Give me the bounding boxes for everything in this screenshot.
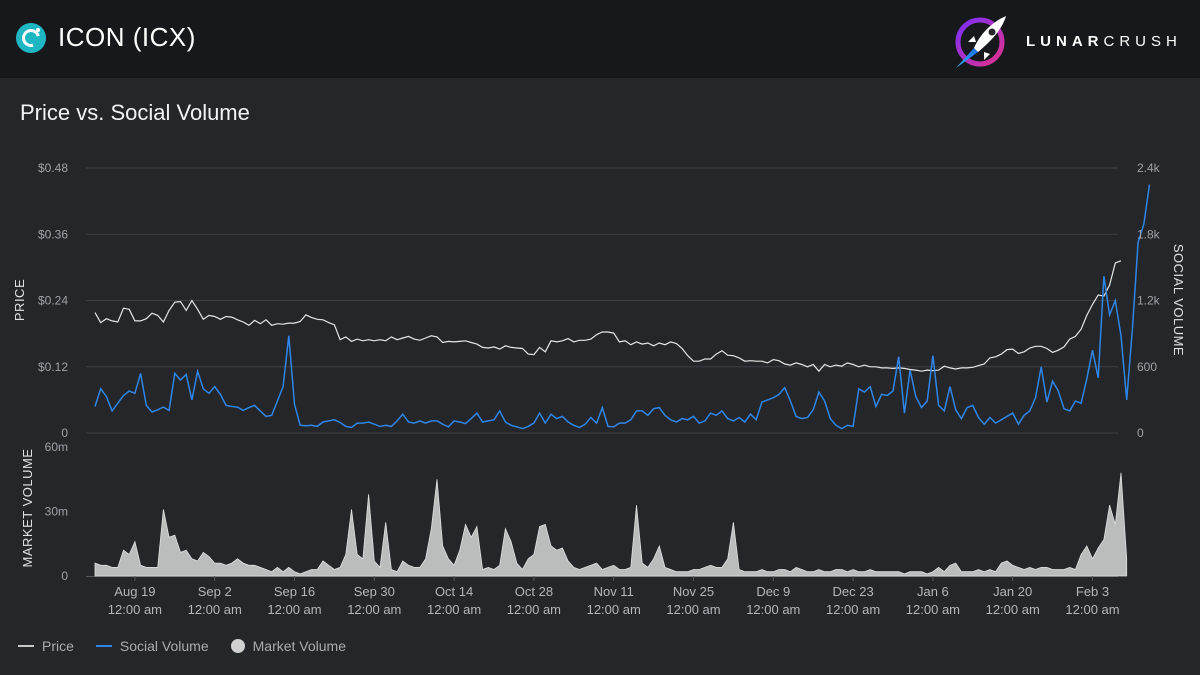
social-axis-title: SOCIAL VOLUME [1171,244,1186,356]
x-tick-label: 12:00 am [587,602,641,617]
social-layer [94,184,1151,430]
x-tick-label: 12:00 am [1065,602,1119,617]
price-axis-ticks: 0 $0.12 $0.24 $0.36 $0.48 [38,161,68,440]
price-axis-title: PRICE [12,279,27,321]
x-tick-label: Jan 20 [993,584,1032,599]
brand-bold: LUNAR [1026,32,1104,50]
coin-header: ICON (ICX) [16,22,196,53]
x-tick-label: Dec 23 [832,584,873,599]
x-tick-label: Sep 2 [198,584,232,599]
market-axis-title: MARKET VOLUME [20,449,35,568]
x-tick-label: Nov 11 [594,584,634,599]
legend-swatch-price [18,645,34,647]
x-tick-label: Oct 14 [435,584,473,599]
x-tick-label: 12:00 am [427,602,481,617]
coin-title: ICON (ICX) [58,22,196,52]
x-tick-label: 12:00 am [906,602,960,617]
legend: Price Social Volume Market Volume [18,638,368,654]
social-axis-ticks: 0 600 1.2k 1.8k 2.4k [1137,161,1161,440]
price-tick-label: $0.24 [38,294,68,308]
x-tick-label: Aug 19 [114,584,155,599]
x-tick-label: Sep 30 [354,584,395,599]
legend-label-social: Social Volume [119,638,209,654]
chart-title: Price vs. Social Volume [20,100,250,125]
x-tick-label: Dec 9 [756,584,790,599]
social-volume-line [94,184,1151,430]
x-axis-ticks: Aug 19 12:00 am Sep 2 12:00 am Sep 16 12:00 a… [108,576,1120,617]
x-tick-label: 12:00 am [267,602,321,617]
rocket-icon [955,16,1006,68]
x-tick-label: Oct 28 [515,584,553,599]
legend-item-price[interactable]: Price [18,638,74,654]
social-tick-label: 1.8k [1137,227,1161,241]
market-axis-ticks: 0 30m 60m [45,440,69,583]
social-tick-label: 600 [1137,360,1157,374]
x-tick-label: 12:00 am [108,602,162,617]
x-tick-label: Feb 3 [1076,584,1109,599]
price-tick-label: 0 [61,426,68,440]
x-tick-label: Jan 6 [917,584,949,599]
legend-swatch-market [230,639,245,653]
price-social-chart: 0 $0.12 $0.24 $0.36 $0.48 0 600 1.2k 1.8k 2.4k 0… [12,161,1186,617]
price-tick-label: $0.12 [38,360,68,374]
icon-logo-icon [16,22,46,53]
social-tick-label: 0 [1137,426,1144,440]
x-tick-label: 12:00 am [986,602,1040,617]
market-tick-label: 0 [61,569,68,583]
x-tick-label: Nov 25 [673,584,714,599]
social-tick-label: 2.4k [1137,161,1161,175]
x-tick-label: 12:00 am [666,602,720,617]
legend-swatch-social [95,645,112,647]
x-tick-label: 12:00 am [347,602,401,617]
legend-label-market: Market Volume [252,638,346,654]
legend-item-social[interactable]: Social Volume [95,638,209,654]
price-line [94,260,1122,373]
x-tick-label: 12:00 am [746,602,800,617]
x-tick-label: 12:00 am [507,602,561,617]
brand-logo[interactable]: LUNARCRUSH [952,12,1182,70]
market-tick-label: 60m [45,440,68,454]
top-bar: ICON (ICX) LUNARCRUSH [0,0,1200,78]
brand-light: CRUSH [1103,32,1182,50]
market-volume-area [94,472,1128,577]
price-layer [94,260,1122,373]
legend-label-price: Price [42,638,74,654]
legend-item-market[interactable]: Market Volume [230,638,346,654]
x-tick-label: Sep 16 [274,584,315,599]
x-tick-label: 12:00 am [188,602,242,617]
brand-name: LUNARCRUSH [1026,33,1182,50]
grid-lines [86,167,1118,577]
price-tick-label: $0.48 [38,161,68,175]
market-tick-label: 30m [45,505,68,519]
market-volume-layer [94,472,1128,577]
social-tick-label: 1.2k [1137,294,1161,308]
x-tick-label: 12:00 am [826,602,880,617]
price-tick-label: $0.36 [38,227,68,241]
